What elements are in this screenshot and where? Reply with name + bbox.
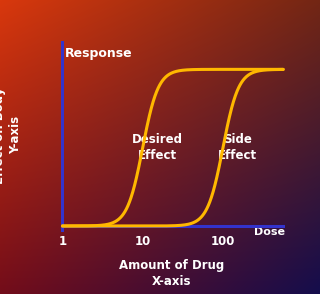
Text: Response: Response [65,47,132,61]
Text: Side
Effect: Side Effect [218,133,257,162]
Text: Dose: Dose [254,227,285,237]
Text: Amount of Drug
X-axis: Amount of Drug X-axis [119,259,224,288]
Text: Desired
Effect: Desired Effect [132,133,183,162]
Text: Effect on Body
Y-axis: Effect on Body Y-axis [0,87,22,184]
